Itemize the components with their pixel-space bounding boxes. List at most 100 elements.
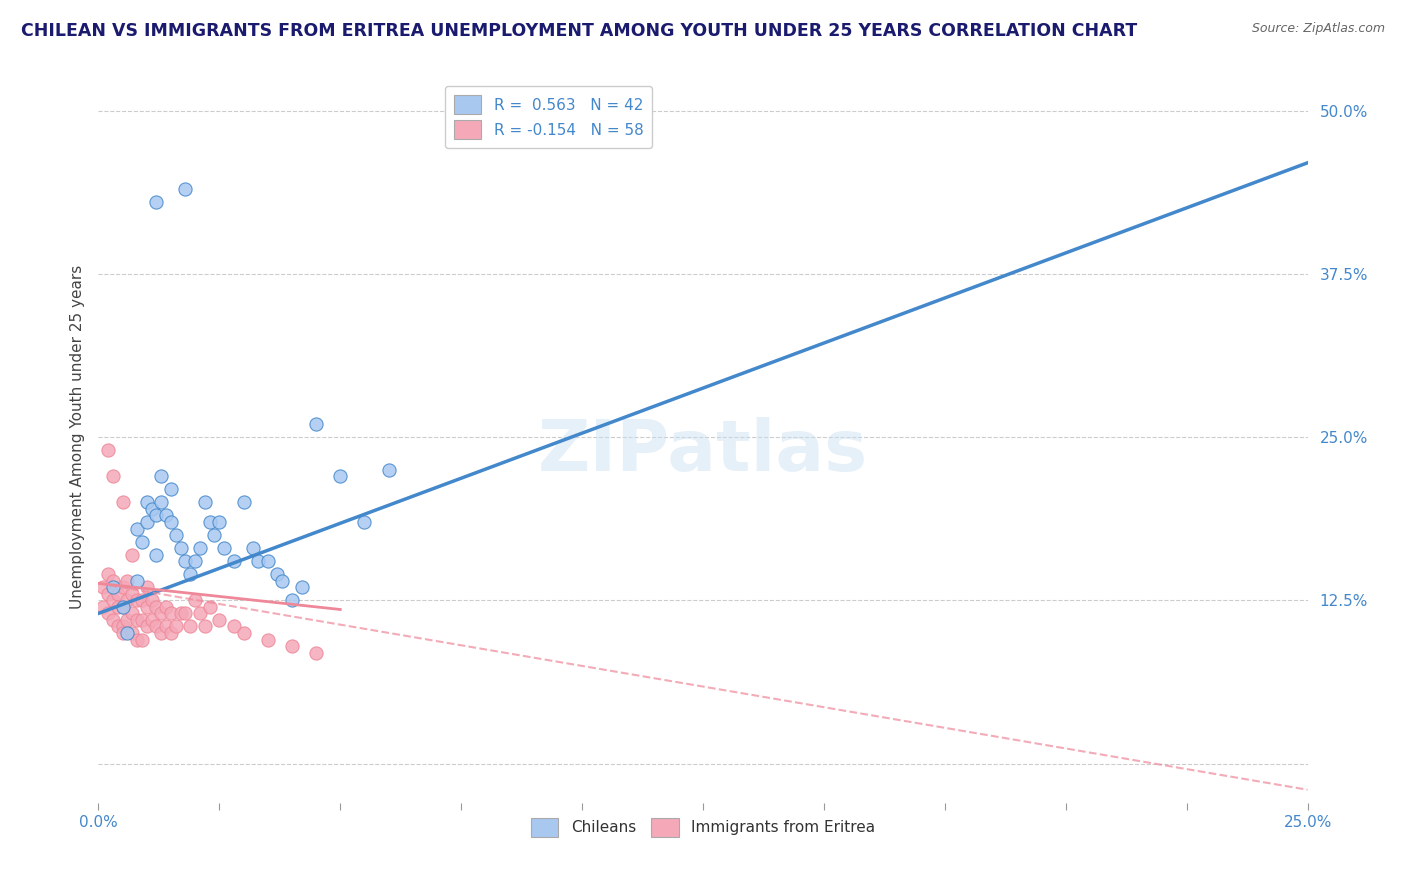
Point (290, 580, 312, 594)
Point (184, 554, 207, 568)
Point (121, 548, 143, 562)
Point (212, 541, 235, 555)
Point (188, 541, 211, 555)
Point (97, 587, 120, 601)
Point (169, 541, 191, 555)
Point (247, 554, 270, 568)
Point (97, 567, 120, 582)
Point (117, 593, 139, 607)
Point (111, 580, 134, 594)
Point (131, 593, 153, 607)
Point (127, 574, 149, 588)
Point (97, 443, 120, 458)
Point (266, 567, 288, 582)
Point (305, 417, 328, 431)
Text: CHILEAN VS IMMIGRANTS FROM ERITREA UNEMPLOYMENT AMONG YOUTH UNDER 25 YEARS CORRE: CHILEAN VS IMMIGRANTS FROM ERITREA UNEMP… (21, 22, 1137, 40)
Point (135, 515, 157, 529)
Point (222, 554, 245, 568)
Point (204, 528, 226, 542)
Point (281, 639, 304, 653)
Point (179, 567, 201, 582)
Point (135, 599, 157, 614)
Point (127, 632, 149, 647)
Point (377, 463, 399, 477)
Point (184, 593, 207, 607)
Point (198, 515, 221, 529)
Point (155, 599, 177, 614)
Point (271, 574, 294, 588)
Point (117, 613, 139, 627)
Point (121, 607, 143, 621)
Point (131, 534, 153, 549)
Point (111, 626, 134, 640)
Point (150, 495, 173, 509)
Point (155, 619, 177, 633)
Point (135, 495, 157, 509)
Point (141, 502, 163, 516)
Point (145, 619, 167, 633)
Point (198, 599, 221, 614)
Point (155, 508, 177, 523)
Point (169, 607, 191, 621)
Point (242, 541, 264, 555)
Point (160, 626, 183, 640)
Point (111, 495, 134, 509)
Point (101, 580, 124, 594)
Point (145, 548, 167, 562)
Point (160, 607, 183, 621)
Point (165, 528, 187, 542)
Point (150, 607, 173, 621)
Point (145, 599, 167, 614)
Point (127, 521, 149, 535)
Point (150, 469, 173, 483)
Point (222, 619, 245, 633)
Point (141, 593, 163, 607)
Point (97, 607, 120, 621)
Point (127, 613, 149, 627)
Point (107, 587, 129, 601)
Point (101, 574, 124, 588)
Point (121, 587, 143, 601)
Point (188, 607, 211, 621)
Point (174, 554, 197, 568)
Point (117, 626, 139, 640)
Point (165, 619, 187, 633)
Point (208, 515, 231, 529)
Point (101, 613, 124, 627)
Point (91, 599, 114, 614)
Point (232, 626, 254, 640)
Point (232, 495, 254, 509)
Point (305, 646, 328, 660)
Point (174, 182, 197, 196)
Point (127, 593, 149, 607)
Point (131, 632, 153, 647)
Point (91, 580, 114, 594)
Point (111, 599, 134, 614)
Point (256, 554, 278, 568)
Point (135, 619, 157, 633)
Point (194, 619, 217, 633)
Point (160, 483, 183, 497)
Point (111, 599, 134, 614)
Point (256, 632, 278, 647)
Point (101, 593, 124, 607)
Point (111, 619, 134, 633)
Point (131, 613, 153, 627)
Point (281, 593, 304, 607)
Point (145, 508, 167, 523)
Point (179, 619, 201, 633)
Point (107, 619, 129, 633)
Point (194, 495, 217, 509)
Y-axis label: Unemployment Among Youth under 25 years: Unemployment Among Youth under 25 years (69, 265, 84, 609)
Point (160, 515, 183, 529)
Point (353, 515, 375, 529)
Point (141, 613, 163, 627)
Point (208, 613, 231, 627)
Point (150, 626, 173, 640)
Point (107, 599, 129, 614)
Point (329, 469, 352, 483)
Text: ZIPatlas: ZIPatlas (538, 417, 868, 486)
Point (145, 194, 167, 209)
Text: Source: ZipAtlas.com: Source: ZipAtlas.com (1251, 22, 1385, 36)
Point (101, 469, 124, 483)
